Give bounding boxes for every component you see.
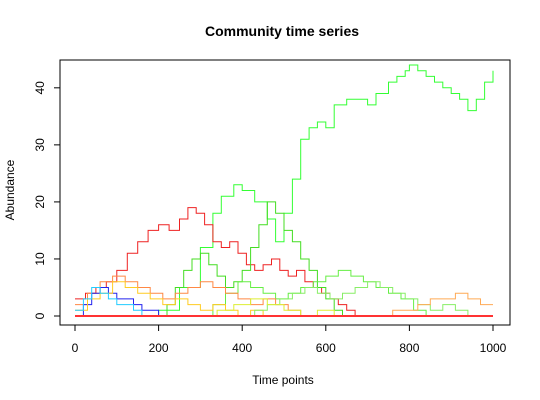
y-tick-label: 0 <box>33 312 47 319</box>
series-line-10 <box>367 292 493 317</box>
x-axis-label: Time points <box>252 373 314 387</box>
series-line-2 <box>75 207 364 317</box>
series-line-3 <box>158 201 343 317</box>
x-tick-label: 200 <box>149 341 169 355</box>
series-line-1 <box>75 64 494 317</box>
series-layer <box>75 64 494 317</box>
series-line-9 <box>75 287 151 317</box>
y-tick-label: 30 <box>33 138 47 152</box>
x-tick-label: 800 <box>399 341 419 355</box>
series-line-7 <box>75 281 264 317</box>
y-tick-label: 10 <box>33 252 47 266</box>
x-tick-label: 400 <box>232 341 252 355</box>
series-line-4 <box>200 269 427 317</box>
y-axis: 0 10 20 30 40 <box>33 81 61 319</box>
plot-frame <box>59 59 511 326</box>
y-tick-label: 40 <box>33 81 47 95</box>
x-axis: 0 200 400 600 800 1000 <box>72 324 507 355</box>
y-axis-label: Abundance <box>3 159 17 220</box>
series-line-11 <box>200 298 368 317</box>
series-line-8 <box>242 281 469 317</box>
series-line-6 <box>75 287 167 317</box>
x-tick-label: 1000 <box>480 341 507 355</box>
x-tick-label: 600 <box>316 341 336 355</box>
y-tick-label: 20 <box>33 195 47 209</box>
chart-title: Community time series <box>205 23 359 39</box>
x-tick-label: 0 <box>72 341 79 355</box>
